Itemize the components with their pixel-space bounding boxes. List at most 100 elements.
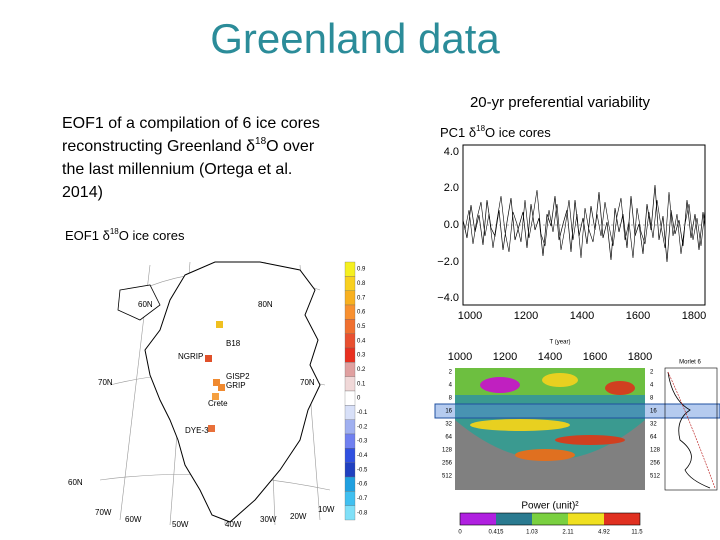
- grid-label: 40W: [225, 520, 242, 529]
- x-tick-label: 1000: [448, 351, 472, 363]
- site-label: Crete: [208, 399, 228, 408]
- period-label: 128: [442, 448, 453, 454]
- colorbar-label: 0.9: [357, 267, 366, 273]
- power-blob: [555, 435, 625, 445]
- axis-label: T (year): [550, 340, 571, 346]
- highlight-band: [434, 403, 720, 419]
- site-label: B18: [226, 339, 241, 348]
- power-level-label: 11.5: [631, 530, 643, 536]
- colorbar-label: 0.2: [357, 367, 366, 373]
- wavelet-periods: 2 4 8 16 32 64 128 256 512: [442, 370, 453, 480]
- x-tick-label: 1400: [570, 310, 594, 322]
- y-tick-label: 0.0: [444, 219, 459, 231]
- colorbar-swatch: [344, 333, 356, 349]
- grid-label: 60N: [138, 300, 153, 309]
- global-spectrum: [667, 371, 711, 489]
- grid-label: 60W: [125, 515, 142, 524]
- power-colorbar: [459, 512, 641, 526]
- subtitle: 20-yr preferential variability: [470, 94, 651, 111]
- period-label: 16: [445, 409, 452, 415]
- period-label: 256: [442, 461, 453, 467]
- colorbar-label: -0.5: [357, 467, 368, 473]
- description-line: the last millennium (Ortega et al.: [62, 161, 292, 178]
- power-blob: [470, 419, 570, 431]
- period-label: 512: [442, 474, 453, 480]
- text: EOF1 δ: [65, 228, 110, 243]
- power-blob: [515, 449, 575, 461]
- colorbar-label: 0.4: [357, 338, 366, 344]
- colorbar-swatch: [344, 347, 356, 363]
- colorbar-swatch: [344, 376, 356, 392]
- colorbar-label: 0: [357, 396, 361, 402]
- colorbar-label: 0.5: [357, 324, 366, 330]
- grid-label: 70W: [95, 508, 112, 517]
- y-tick-label: −2.0: [437, 256, 459, 268]
- noise-line: [463, 184, 705, 263]
- site-marker: [205, 355, 212, 362]
- colorbar-label: 0.6: [357, 310, 366, 316]
- y-tick-label: −4.0: [437, 292, 459, 304]
- x-tick-label: 1800: [682, 310, 706, 322]
- period-label: 64: [650, 435, 657, 441]
- wavelet-right-periods: 2 4 8 16 32 64 128 256 512: [650, 370, 661, 480]
- power-level-label: 0.415: [488, 530, 504, 536]
- power-blob: [480, 377, 520, 393]
- text: O ice cores: [485, 125, 551, 140]
- power-level-label: 1.03: [526, 530, 538, 536]
- colorbar-swatch: [344, 462, 356, 478]
- site-marker: [213, 379, 220, 386]
- colorbar-swatch: [344, 304, 356, 320]
- colorbar-swatch: [344, 419, 356, 435]
- power-blob: [605, 381, 635, 395]
- x-tick-label: 1000: [458, 310, 482, 322]
- period-label: 512: [650, 474, 661, 480]
- grid-label: 50W: [172, 520, 189, 529]
- power-levels: 0 0.415 1.03 2.11 4.92 11.5: [458, 530, 643, 536]
- method-label: Morlet 6: [679, 360, 701, 366]
- colorbar-label: -0.4: [357, 453, 368, 459]
- coastline: [117, 284, 161, 321]
- wavelet-xticks: 1000 1200 1400 1600 1800: [448, 351, 652, 363]
- power-level-label: 4.92: [598, 530, 610, 536]
- y-tick-label: 2.0: [444, 182, 459, 194]
- colorbar-swatch: [344, 362, 356, 377]
- power-frame: [459, 512, 641, 526]
- slide-title: Greenland data: [210, 15, 500, 62]
- colorbar-swatch: [344, 505, 356, 521]
- grid-label: 20W: [290, 512, 307, 521]
- power-swatch: [604, 513, 640, 525]
- site-label: GISP2: [226, 372, 250, 381]
- colorbar-swatch: [344, 405, 356, 420]
- text: PC1 δ: [440, 125, 476, 140]
- period-label: 32: [650, 422, 657, 428]
- global-spectrum-frame: [664, 367, 718, 491]
- map-colorbar: 0.9 0.8 0.7 0.6 0.5 0.4 0.3 0.2 0.1 0 -0.1 -0.2 -0.3…: [344, 261, 368, 521]
- colorbar-label: -0.3: [357, 439, 368, 445]
- significance-line: [667, 371, 716, 489]
- superscript: 18: [110, 227, 119, 236]
- grid-label: 10W: [318, 505, 335, 514]
- x-tick-label: 1400: [538, 351, 562, 363]
- timeseries-label: PC1 δ18O ice cores: [440, 124, 551, 140]
- colorbar-label: -0.7: [357, 496, 368, 502]
- grid-label: 70N: [300, 378, 315, 387]
- superscript: 18: [255, 136, 267, 147]
- colorbar-label: 0.3: [357, 353, 366, 359]
- grid-label: 80N: [258, 300, 273, 309]
- timeseries-panel: PC1 δ18O ice cores 4.0 2.0 0.0 −2.0 −4.0…: [425, 120, 720, 330]
- grid-label: 30W: [260, 515, 277, 524]
- site-marker: [218, 384, 225, 391]
- period-label: 64: [445, 435, 452, 441]
- period-label: 256: [650, 461, 661, 467]
- y-tick-label: 4.0: [444, 146, 459, 158]
- period-label: 128: [650, 448, 661, 454]
- site-marker: [208, 425, 215, 432]
- grid-label: 70N: [98, 378, 113, 387]
- text: O ice cores: [119, 228, 185, 243]
- description: EOF1 of a compilation of 6 ice cores rec…: [62, 115, 320, 201]
- period-label: 16: [650, 409, 657, 415]
- period-label: 8: [449, 396, 453, 402]
- power-swatch: [496, 513, 532, 525]
- period-label: 4: [449, 383, 453, 389]
